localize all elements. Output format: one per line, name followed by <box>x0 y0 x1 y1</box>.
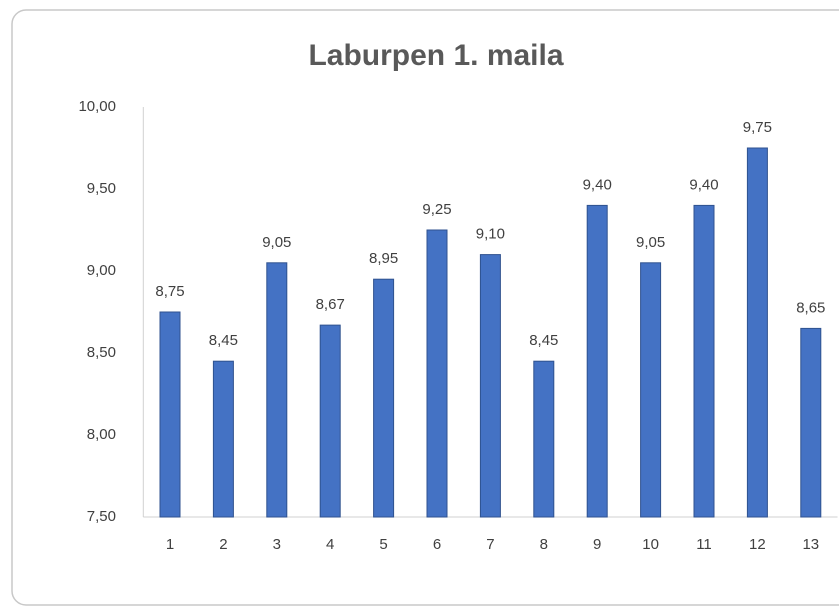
value-label: 9,75 <box>743 119 772 136</box>
x-tick-label: 2 <box>219 536 227 553</box>
y-tick-label: 7,50 <box>87 508 116 525</box>
value-label: 9,05 <box>636 234 665 251</box>
x-tick-label: 6 <box>433 536 441 553</box>
bar <box>212 360 234 518</box>
bar <box>800 327 822 518</box>
bar <box>479 254 501 518</box>
x-tick-label: 10 <box>642 536 659 553</box>
bar <box>266 262 288 518</box>
value-label: 8,45 <box>209 332 238 349</box>
bar <box>533 360 555 518</box>
chart-card <box>11 9 839 606</box>
x-tick-label: 3 <box>273 536 281 553</box>
bar <box>426 229 448 518</box>
chart-title: Laburpen 1. maila <box>308 39 563 72</box>
value-label: 8,75 <box>155 283 184 300</box>
x-tick-label: 9 <box>593 536 601 553</box>
bar <box>586 204 608 518</box>
value-label: 8,67 <box>316 296 345 313</box>
bar <box>319 324 341 518</box>
bar <box>640 262 662 518</box>
bar <box>693 204 715 518</box>
bar <box>159 311 181 518</box>
x-tick-label: 11 <box>696 536 712 553</box>
value-label: 9,05 <box>262 234 291 251</box>
y-tick-label: 8,50 <box>87 344 116 361</box>
bar <box>373 278 395 518</box>
x-tick-label: 4 <box>326 536 334 553</box>
y-tick-label: 9,50 <box>87 180 116 197</box>
y-tick-label: 8,00 <box>87 426 116 443</box>
x-tick-label: 7 <box>486 536 494 553</box>
value-label: 9,40 <box>689 176 718 193</box>
x-tick-label: 1 <box>166 536 174 553</box>
value-label: 9,40 <box>583 176 612 193</box>
x-tick-label: 13 <box>802 536 819 553</box>
x-tick-label: 8 <box>540 536 548 553</box>
x-tick-label: 12 <box>749 536 766 553</box>
value-label: 8,45 <box>529 332 558 349</box>
value-label: 9,10 <box>476 226 505 243</box>
value-label: 8,65 <box>796 299 825 316</box>
y-tick-label: 10,00 <box>78 98 116 115</box>
value-label: 9,25 <box>422 201 451 218</box>
bar <box>746 147 768 518</box>
x-tick-label: 5 <box>379 536 387 553</box>
y-tick-label: 9,00 <box>87 262 116 279</box>
value-label: 8,95 <box>369 250 398 267</box>
